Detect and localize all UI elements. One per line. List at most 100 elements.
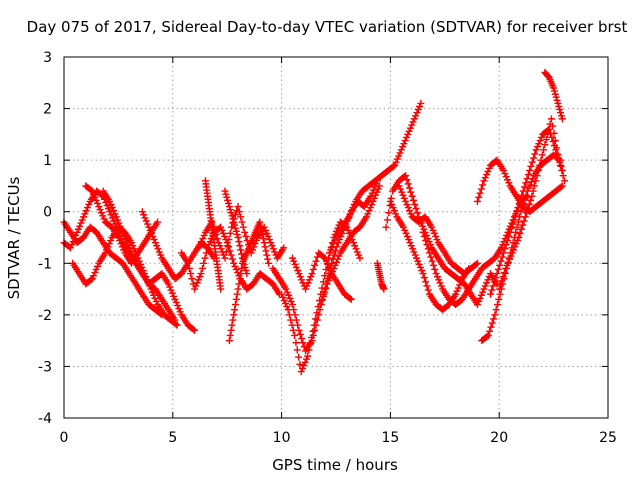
data-point-sat-s	[405, 236, 413, 244]
data-point-sat-p	[408, 121, 416, 129]
data-point-sat-s	[409, 245, 417, 253]
data-point-sat-m	[349, 239, 357, 247]
data-point-sat-z	[554, 99, 562, 107]
data-point-sat-h	[226, 229, 234, 237]
data-point-sat-y	[499, 273, 507, 281]
data-point-sat-j	[230, 311, 238, 319]
data-point-sat-y	[551, 137, 559, 145]
x-axis-label: GPS time / hours	[272, 456, 398, 474]
data-point-sat-h	[199, 235, 207, 243]
data-point-sat-m	[355, 251, 363, 259]
data-point-sat-r	[387, 194, 395, 202]
data-point-sat-v	[479, 181, 487, 189]
data-point-sat-h	[237, 213, 245, 221]
data-point-sat-w	[513, 223, 521, 231]
data-point-sat-k	[229, 215, 237, 223]
data-point-sat-o	[373, 188, 381, 196]
data-point-sat-g	[184, 259, 192, 267]
data-point-sat-s	[416, 263, 424, 271]
data-point-sat-p	[397, 146, 405, 154]
data-point-sat-x	[501, 245, 509, 253]
data-point-sat-x	[514, 204, 522, 212]
data-point-sat-x	[520, 183, 528, 191]
data-point-sat-y	[527, 196, 535, 204]
data-point-sat-p	[409, 118, 417, 126]
data-point-sat-y	[495, 285, 503, 293]
data-point-sat-m	[292, 339, 300, 347]
data-point-sat-c	[147, 285, 155, 293]
data-point-sat-e	[114, 216, 122, 224]
data-point-sat-y	[515, 234, 523, 241]
data-point-sat-y	[529, 187, 537, 195]
data-point-sat-g	[202, 249, 210, 257]
data-point-sat-u	[424, 245, 432, 253]
data-point-sat-v	[502, 173, 510, 181]
data-point-sat-p	[391, 161, 399, 169]
data-point-sat-b	[73, 228, 81, 236]
data-point-sat-m	[296, 360, 304, 368]
data-point-sat-y	[511, 243, 519, 251]
data-point-sat-d	[87, 186, 95, 194]
data-point-sat-z	[558, 115, 566, 123]
data-point-sat-s	[410, 248, 418, 256]
data-point-sat-m	[352, 245, 360, 253]
data-point-sat-m	[309, 327, 317, 335]
data-point-sat-o	[335, 252, 343, 260]
data-point-sat-g	[231, 262, 239, 270]
data-point-sat-y	[530, 182, 538, 190]
data-point-sat-o	[372, 191, 380, 199]
data-point-sat-w	[514, 218, 522, 226]
data-point-sat-o	[362, 213, 370, 221]
data-point-sat-f	[146, 226, 154, 234]
data-point-sat-n	[322, 257, 330, 265]
data-point-sat-m	[308, 334, 316, 342]
data-points	[60, 68, 568, 376]
data-point-sat-x	[490, 278, 498, 286]
data-point-sat-k	[222, 190, 230, 198]
data-point-sat-b	[111, 220, 119, 228]
data-point-sat-c	[88, 275, 96, 283]
data-point-sat-g	[197, 270, 205, 278]
data-point-sat-b	[107, 211, 115, 219]
data-point-sat-y	[533, 172, 541, 180]
data-point-sat-y	[536, 161, 544, 169]
data-point-sat-y	[541, 141, 549, 149]
data-point-sat-v	[505, 179, 513, 187]
data-point-sat-h	[242, 232, 250, 240]
data-point-sat-n	[291, 260, 299, 268]
data-point-sat-n	[295, 270, 303, 278]
data-point-sat-h	[280, 244, 288, 252]
data-point-sat-c	[92, 265, 100, 273]
data-point-sat-k	[238, 250, 246, 258]
data-point-sat-v	[557, 183, 565, 191]
data-point-sat-s	[453, 287, 461, 295]
data-point-sat-u	[435, 276, 443, 284]
data-point-sat-h	[265, 236, 273, 244]
x-tick-label: 10	[273, 430, 291, 446]
data-point-sat-h	[267, 239, 275, 247]
data-point-sat-e	[108, 204, 116, 212]
data-point-sat-o	[327, 271, 335, 279]
data-point-sat-j	[231, 301, 239, 309]
data-point-sat-w	[493, 301, 501, 309]
data-point-sat-c	[107, 237, 115, 245]
data-point-sat-l	[282, 285, 290, 293]
data-point-sat-c	[90, 272, 98, 280]
data-point-sat-x	[503, 237, 511, 245]
data-point-sat-x	[536, 137, 544, 145]
data-point-sat-m	[306, 340, 314, 348]
data-point-sat-e	[175, 305, 183, 313]
data-point-sat-r	[409, 196, 417, 204]
data-point-sat-j	[235, 280, 243, 288]
data-point-sat-v	[485, 164, 493, 172]
data-point-sat-o	[317, 301, 325, 309]
data-point-sat-t	[402, 197, 410, 205]
data-point-sat-x	[535, 140, 543, 148]
data-point-sat-u	[429, 261, 437, 269]
data-point-sat-d	[100, 215, 108, 223]
data-point-sat-y	[550, 129, 558, 137]
data-point-sat-z	[557, 112, 565, 120]
data-point-sat-s	[399, 223, 407, 231]
data-point-sat-g	[188, 275, 196, 283]
data-point-sat-t	[400, 194, 408, 202]
